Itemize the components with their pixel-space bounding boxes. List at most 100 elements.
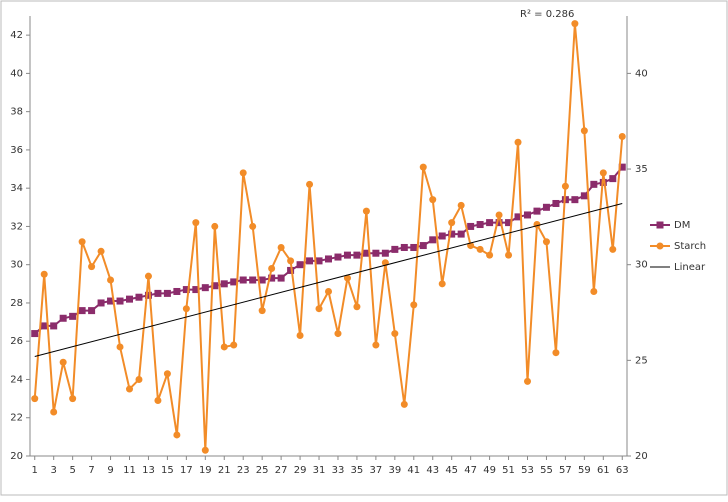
marker	[609, 245, 617, 253]
x-tick-label: 35	[351, 465, 364, 476]
marker	[144, 272, 152, 280]
marker	[107, 297, 115, 305]
marker	[505, 219, 513, 227]
marker	[201, 284, 209, 292]
marker	[249, 222, 257, 230]
marker	[50, 322, 58, 330]
marker	[69, 395, 77, 403]
marker	[429, 236, 437, 244]
x-tick-label: 49	[483, 465, 496, 476]
marker	[542, 238, 550, 246]
y-tick-label: 42	[10, 30, 23, 41]
marker	[495, 211, 503, 219]
marker	[31, 395, 39, 403]
marker	[249, 276, 257, 284]
x-tick-label: 39	[388, 465, 401, 476]
marker	[315, 257, 323, 265]
legend-label: Starch	[674, 241, 706, 252]
marker	[50, 408, 58, 416]
marker	[40, 322, 48, 330]
legend-marker	[656, 242, 664, 250]
marker	[476, 221, 484, 229]
marker	[353, 251, 361, 259]
y-tick-label: 36	[10, 145, 23, 156]
marker	[372, 341, 380, 349]
legend-label: DM	[674, 220, 690, 231]
x-tick-label: 55	[540, 465, 553, 476]
y-tick-label: 30	[10, 260, 23, 271]
marker	[69, 312, 77, 320]
x-tick-label: 53	[521, 465, 534, 476]
y2-tick-label: 40	[635, 68, 648, 79]
marker	[239, 276, 247, 284]
marker	[126, 385, 133, 393]
marker	[78, 307, 86, 315]
marker	[163, 370, 171, 378]
marker	[201, 446, 209, 454]
marker	[59, 358, 67, 366]
marker	[126, 295, 133, 303]
y-tick-label: 38	[10, 107, 23, 118]
marker	[182, 305, 190, 313]
y-tick-label: 20	[10, 451, 23, 462]
y-tick-label: 40	[10, 68, 23, 79]
marker	[192, 286, 200, 294]
x-tick-label: 7	[88, 465, 94, 476]
marker	[97, 247, 105, 255]
marker	[552, 349, 560, 357]
marker	[448, 219, 456, 227]
marker	[476, 245, 484, 253]
marker	[258, 307, 266, 315]
marker	[325, 287, 332, 295]
marker	[116, 297, 124, 305]
x-tick-label: 15	[161, 465, 174, 476]
marker	[287, 266, 295, 274]
marker	[618, 163, 626, 171]
x-tick-label: 41	[407, 465, 420, 476]
x-tick-label: 3	[51, 465, 57, 476]
marker	[211, 222, 219, 230]
annotation: R² = 0.286	[520, 9, 574, 20]
x-tick-label: 1	[32, 465, 38, 476]
x-tick-label: 61	[597, 465, 610, 476]
marker	[590, 287, 598, 295]
marker	[400, 400, 408, 408]
marker	[438, 280, 446, 288]
marker	[173, 287, 181, 295]
x-tick-label: 21	[218, 465, 231, 476]
marker	[277, 274, 285, 282]
x-tick-label: 5	[69, 465, 75, 476]
marker	[173, 431, 181, 439]
marker	[154, 289, 162, 297]
marker	[571, 20, 579, 28]
marker	[448, 230, 456, 238]
marker	[542, 203, 550, 211]
y2-tick-label: 20	[635, 451, 648, 462]
x-tick-label: 23	[237, 465, 250, 476]
marker	[211, 282, 219, 290]
marker	[182, 286, 190, 294]
y-tick-label: 22	[10, 413, 23, 424]
x-tick-label: 43	[426, 465, 439, 476]
marker	[524, 211, 531, 219]
marker	[486, 251, 494, 259]
marker	[135, 375, 143, 383]
marker	[410, 301, 418, 309]
marker	[400, 243, 408, 251]
marker	[495, 219, 503, 227]
marker	[362, 207, 370, 215]
marker	[486, 219, 494, 227]
marker	[135, 293, 143, 301]
x-tick-label: 13	[142, 465, 155, 476]
marker	[514, 138, 522, 146]
marker	[230, 341, 238, 349]
x-tick-label: 11	[123, 465, 136, 476]
marker	[334, 330, 342, 338]
marker	[410, 243, 418, 251]
marker	[505, 251, 513, 259]
marker	[116, 343, 124, 351]
y2-tick-label: 35	[635, 164, 648, 175]
x-tick-label: 59	[578, 465, 591, 476]
x-tick-label: 17	[180, 465, 193, 476]
